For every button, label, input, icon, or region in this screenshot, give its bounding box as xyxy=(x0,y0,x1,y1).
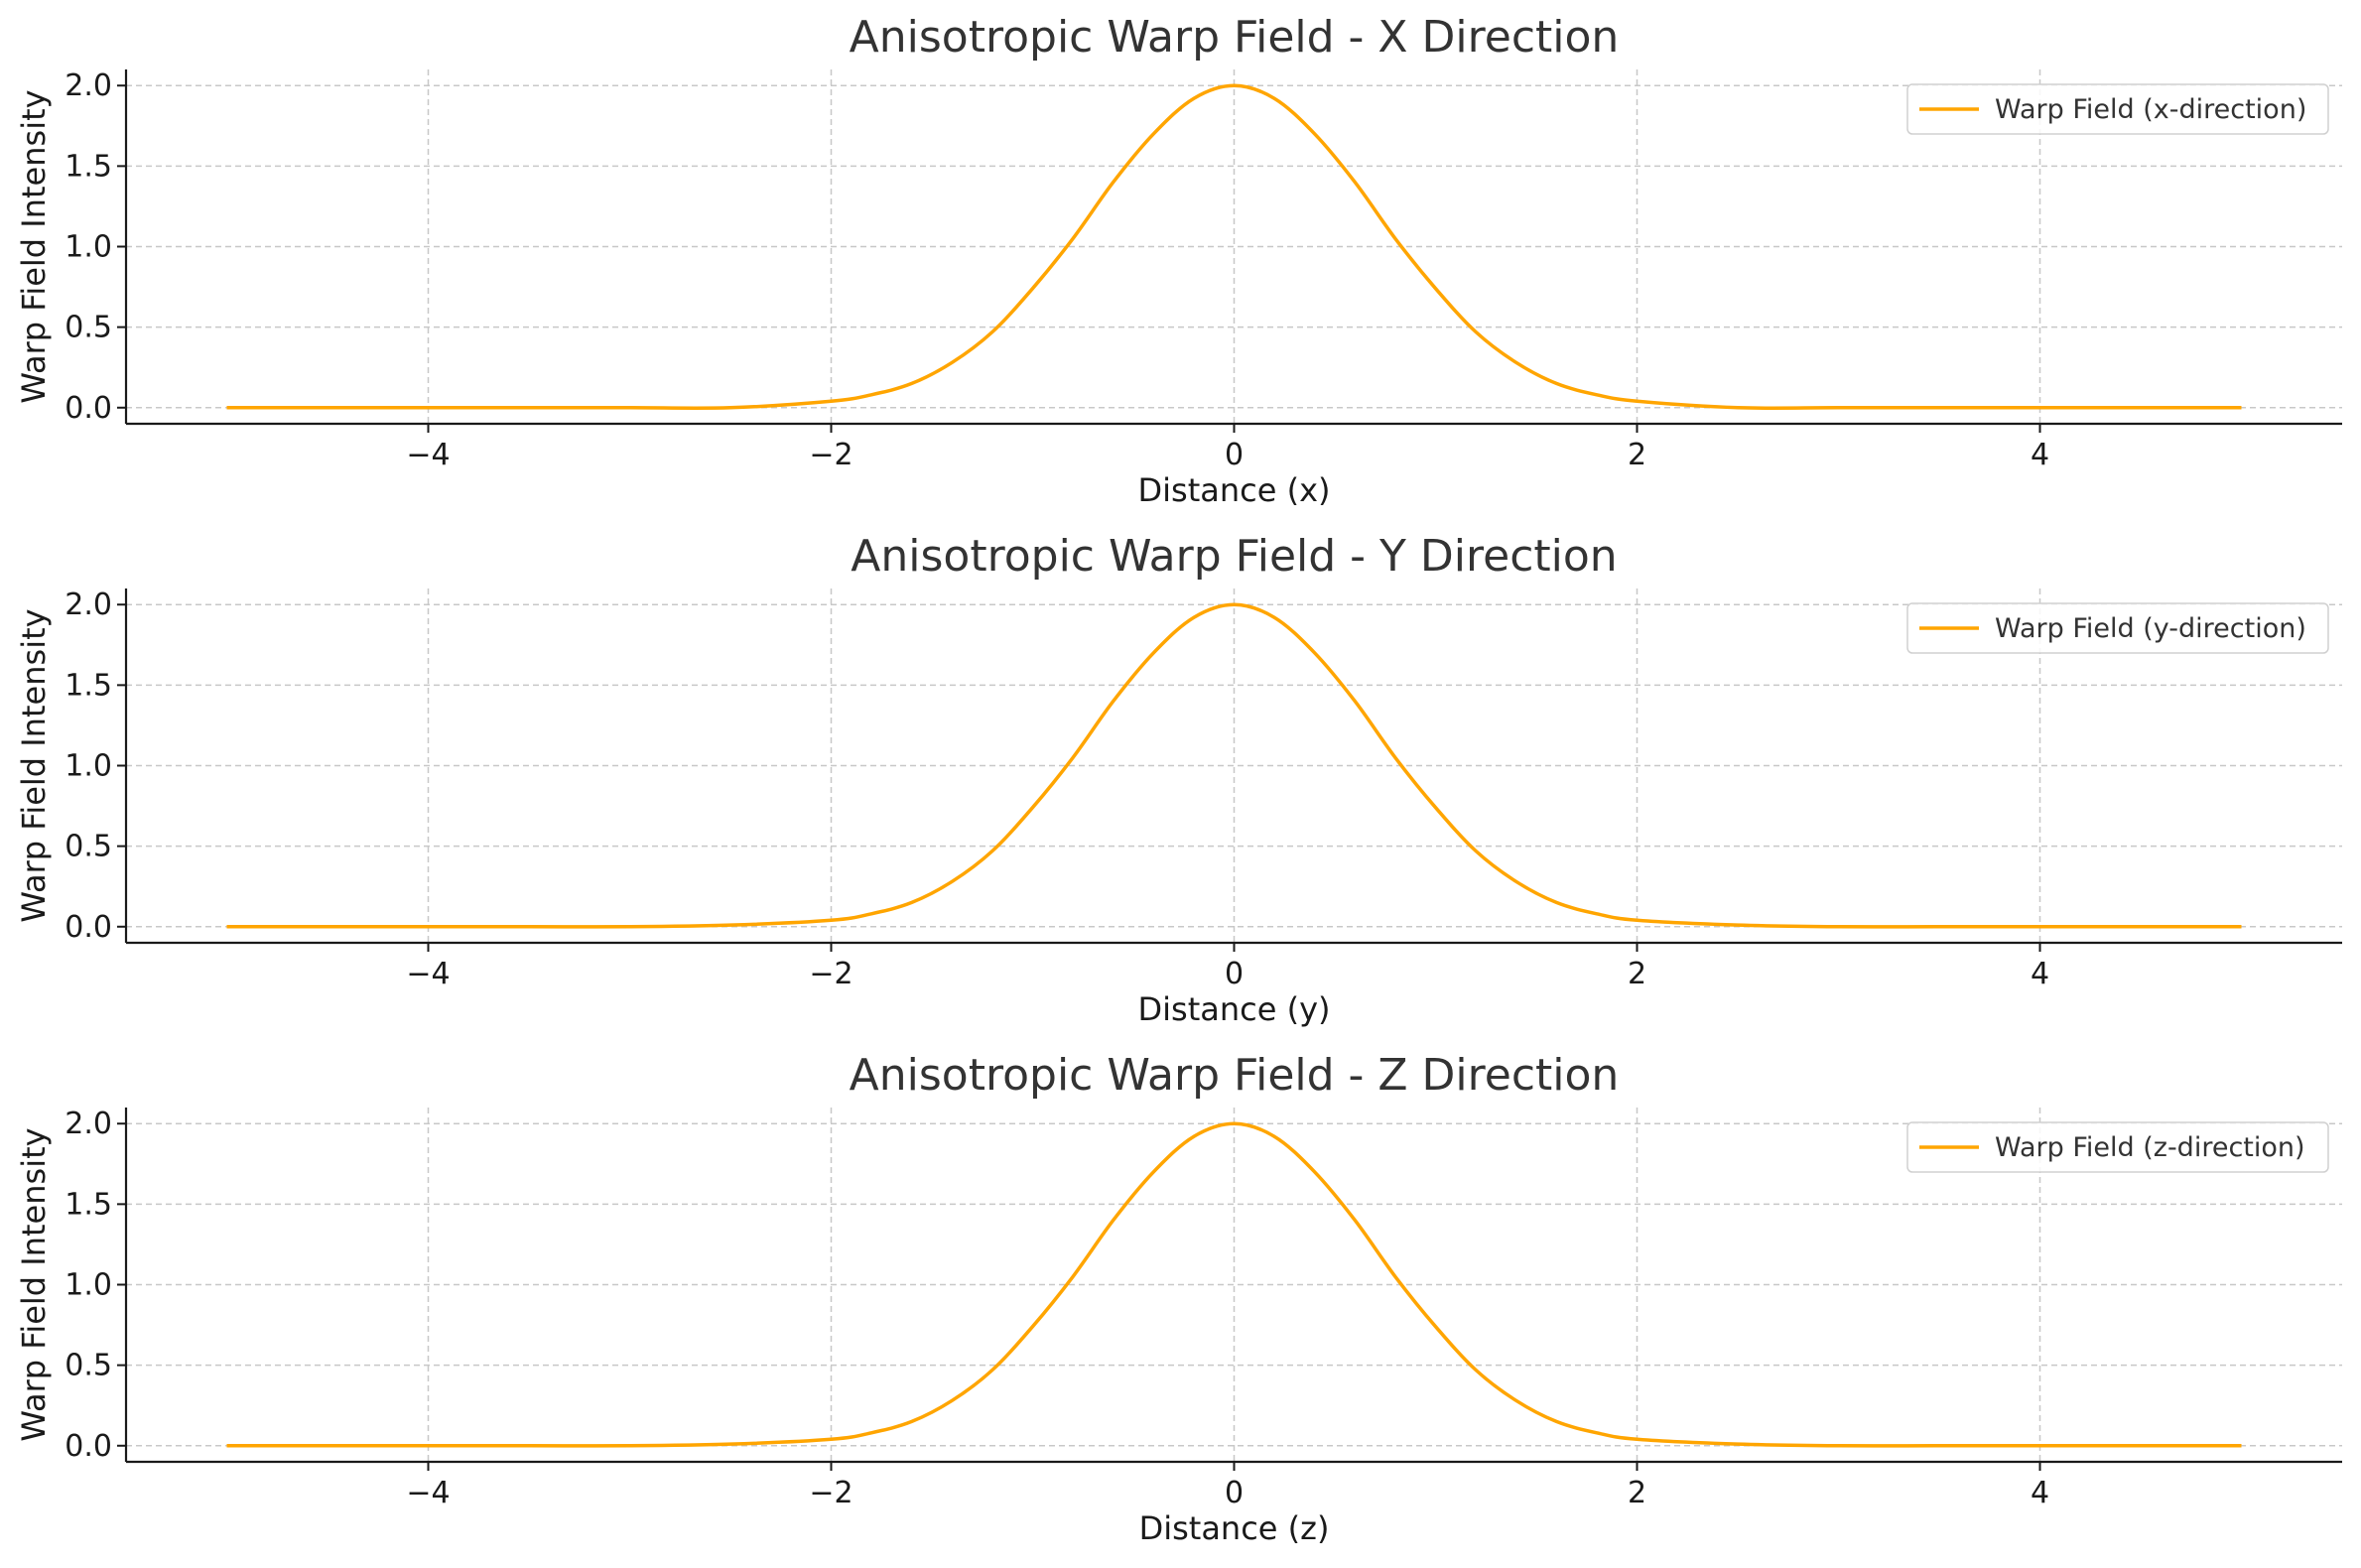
y-axis-label: Warp Field Intensity xyxy=(15,89,53,403)
chart-panel-2: −4 −2 0 2 4 0.0 0.5 1.0 1.5 2.0 Anisotropic Warp F… xyxy=(15,531,2342,1028)
x-tick-label: −2 xyxy=(809,438,853,472)
legend: Warp Field (z-direction) xyxy=(1906,1121,2329,1173)
y-tick-label: 0.5 xyxy=(65,830,112,864)
chart-title: Anisotropic Warp Field - X Direction xyxy=(850,12,1620,63)
legend-label: Warp Field (y-direction) xyxy=(1995,613,2306,644)
y-axis-label: Warp Field Intensity xyxy=(15,1127,53,1441)
x-tick-label: 2 xyxy=(1628,957,1646,991)
x-tick-label: 4 xyxy=(2031,1476,2049,1510)
x-tick-label: −4 xyxy=(406,438,450,472)
chart-panel-1: −4 −2 0 2 4 0.0 0.5 1.0 1.5 2.0 Anisotropic Warp F… xyxy=(15,12,2342,509)
y-tick-label: 2.0 xyxy=(65,588,112,622)
series-line xyxy=(226,1121,2242,1448)
series-line xyxy=(226,602,2242,929)
y-tick-label: 0.5 xyxy=(65,311,112,345)
legend-box xyxy=(1906,1121,2329,1173)
series-line xyxy=(226,83,2242,411)
x-tick-label: 4 xyxy=(2031,957,2049,991)
x-tick-label: −2 xyxy=(809,957,853,991)
x-tick-label: 2 xyxy=(1628,1476,1646,1510)
legend: Warp Field (y-direction) xyxy=(1906,602,2329,654)
y-tick-label: 1.5 xyxy=(65,668,112,703)
y-tick-label: 0.5 xyxy=(65,1349,112,1383)
legend: Warp Field (x-direction) xyxy=(1906,83,2329,135)
chart-title: Anisotropic Warp Field - Y Direction xyxy=(851,531,1617,582)
x-tick-label: 0 xyxy=(1225,957,1244,991)
x-tick-label: 4 xyxy=(2031,438,2049,472)
y-tick-label: 0.0 xyxy=(65,391,112,426)
legend-label: Warp Field (x-direction) xyxy=(1995,94,2306,125)
y-tick-label: 1.0 xyxy=(65,749,112,784)
y-tick-label: 2.0 xyxy=(65,68,112,103)
y-tick-label: 1.5 xyxy=(65,1187,112,1222)
x-axis-label: Distance (x) xyxy=(1138,471,1331,509)
y-tick-label: 0.0 xyxy=(65,910,112,945)
x-tick-label: 0 xyxy=(1225,1476,1244,1510)
chart-panel-3: −4 −2 0 2 4 0.0 0.5 1.0 1.5 2.0 Anisotropic Warp F… xyxy=(15,1050,2342,1547)
y-tick-label: 1.5 xyxy=(65,149,112,184)
x-axis-label: Distance (y) xyxy=(1138,990,1331,1028)
legend-box xyxy=(1906,602,2329,654)
x-axis-label: Distance (z) xyxy=(1139,1509,1330,1547)
y-tick-label: 0.0 xyxy=(65,1429,112,1464)
x-tick-label: 0 xyxy=(1225,438,1244,472)
x-tick-label: 2 xyxy=(1628,438,1646,472)
legend-box xyxy=(1906,83,2329,135)
chart-title: Anisotropic Warp Field - Z Direction xyxy=(850,1050,1620,1101)
y-tick-label: 1.0 xyxy=(65,1268,112,1303)
x-tick-label: −4 xyxy=(406,1476,450,1510)
x-tick-label: −4 xyxy=(406,957,450,991)
y-axis-label: Warp Field Intensity xyxy=(15,608,53,922)
y-tick-label: 1.0 xyxy=(65,230,112,265)
legend-label: Warp Field (z-direction) xyxy=(1995,1132,2305,1163)
y-tick-label: 2.0 xyxy=(65,1107,112,1141)
x-tick-label: −2 xyxy=(809,1476,853,1510)
